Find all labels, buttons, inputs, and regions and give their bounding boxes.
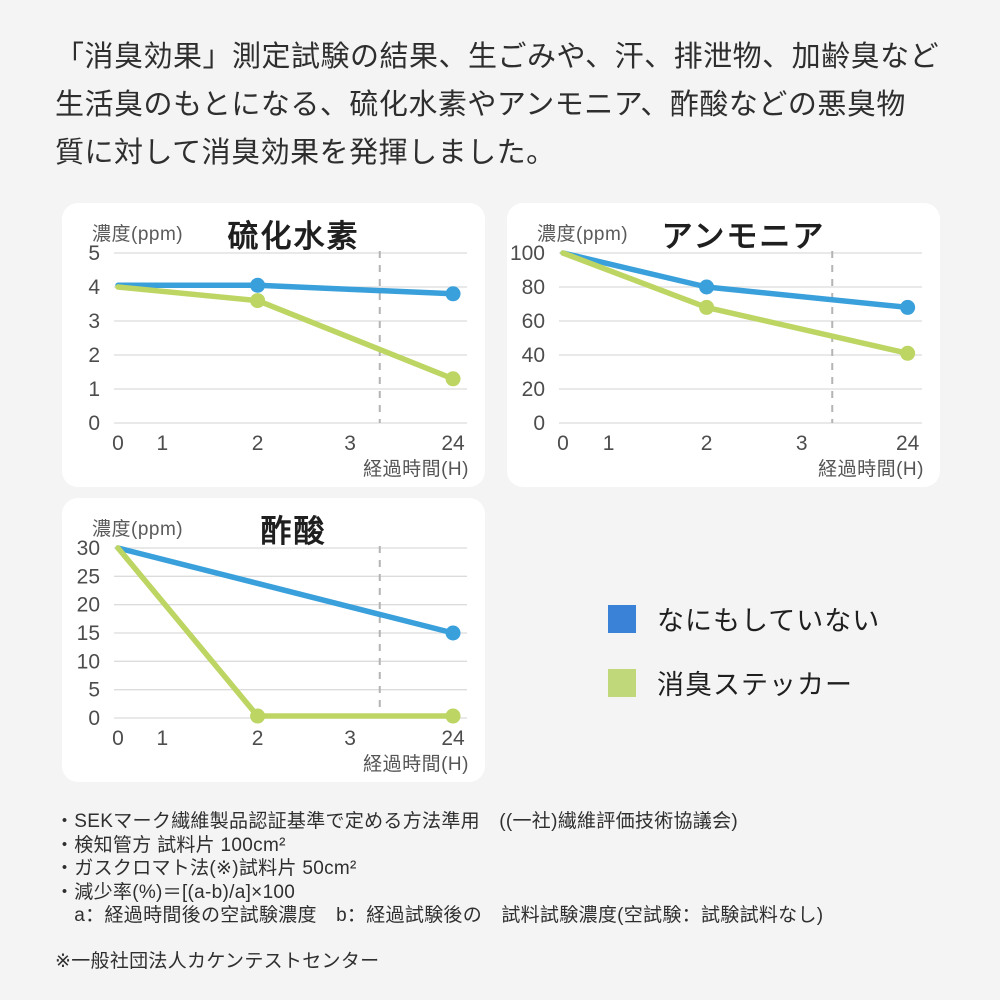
legend-label: なにもしていない [657,606,881,636]
footnote-line: ・検知管方 試料片 100cm² [55,834,286,856]
x-axis-label: 経過時間(H) [818,459,924,480]
chart-title: 酢酸 [260,514,327,549]
chart-title: 硫化水素 [227,219,360,254]
chart-plot-acetic-acid: 0 5 10 15 20 25 30 0 1 2 3 24 [77,537,467,750]
svg-text:40: 40 [522,344,545,367]
svg-text:3: 3 [344,727,356,750]
footnotes: ・SEKマーク繊維製品認証基準で定める方法準用 ((一社)繊維評価技術協議会) … [55,810,955,973]
svg-text:0: 0 [88,412,100,435]
svg-text:1: 1 [88,378,100,401]
svg-text:24: 24 [896,432,920,455]
svg-text:25: 25 [77,565,100,588]
svg-text:0: 0 [112,727,124,750]
legend-swatch-blue-icon [608,604,636,633]
header-text: 「消臭効果」測定試験の結果、生ごみや、汗、排泄物、加齢臭など 生活臭のもとになる… [55,41,940,169]
svg-text:5: 5 [88,679,100,702]
svg-text:20: 20 [522,378,545,401]
legend-item-sticker: 消臭ステッカー [608,663,880,702]
svg-text:1: 1 [156,432,168,455]
svg-text:80: 80 [522,276,545,299]
svg-text:60: 60 [522,310,545,333]
svg-text:10: 10 [77,650,100,673]
legend-label: 消臭ステッカー [657,670,853,700]
footnote-source: ※一般社団法人カケンテストセンター [55,950,380,972]
y-axis-label: 濃度(ppm) [92,519,184,540]
legend-item-untreated: なにもしていない [608,599,880,638]
svg-text:24: 24 [441,727,465,750]
footnote-line: ・SEKマーク繊維製品認証基準で定める方法準用 ((一社)繊維評価技術協議会) [55,811,739,832]
svg-text:2: 2 [252,727,264,750]
legend-swatch-green-icon [608,668,636,697]
svg-text:4: 4 [88,276,100,299]
svg-text:100: 100 [510,242,545,265]
x-axis-label: 経過時間(H) [363,754,469,775]
footnote-line: a：経過時間後の空試験濃度 b：経過試験後の 試料試験濃度(空試験：試験試料なし… [55,905,824,926]
svg-text:3: 3 [88,310,100,333]
footnote-line: ・減少率(%)＝[(a-b)/a]×100 [55,881,296,903]
svg-text:30: 30 [77,537,100,560]
svg-text:1: 1 [156,727,168,750]
chart-plot-hydrogen-sulfide: 0 1 2 3 4 5 0 1 2 3 24 [88,242,467,455]
svg-text:5: 5 [88,242,100,265]
chart-card-acetic-acid: 0 5 10 15 20 25 30 0 1 2 3 24 濃度(ppm) 酢酸 経過時間(H) [62,498,485,782]
svg-text:20: 20 [77,594,100,617]
chart-card-ammonia: 0 20 40 60 80 100 0 1 2 3 24 濃度(ppm) アンモニア 経過時間(H) [507,203,940,487]
svg-text:2: 2 [88,344,100,367]
svg-text:3: 3 [796,432,808,455]
svg-text:0: 0 [557,432,569,455]
svg-text:0: 0 [533,412,545,435]
chart-plot-ammonia: 0 20 40 60 80 100 0 1 2 3 24 [510,242,922,455]
y-axis-label: 濃度(ppm) [537,224,629,245]
x-axis-label: 経過時間(H) [363,459,469,480]
legend: なにもしていない 消臭ステッカー [608,599,880,727]
svg-text:0: 0 [112,432,124,455]
svg-text:0: 0 [88,707,100,730]
svg-text:2: 2 [252,432,264,455]
svg-text:1: 1 [603,432,615,455]
chart-card-hydrogen-sulfide: 0 1 2 3 4 5 0 1 2 3 24 濃度(ppm) 硫化水素 経過時間(H) [62,203,485,487]
footnote-line: ・ガスクロマト法(※)試料片 50cm² [55,858,357,879]
chart-title: アンモニア [661,219,826,254]
svg-text:2: 2 [701,432,713,455]
svg-text:3: 3 [344,432,356,455]
y-axis-label: 濃度(ppm) [92,224,184,245]
svg-text:24: 24 [441,432,465,455]
svg-text:15: 15 [77,622,100,645]
